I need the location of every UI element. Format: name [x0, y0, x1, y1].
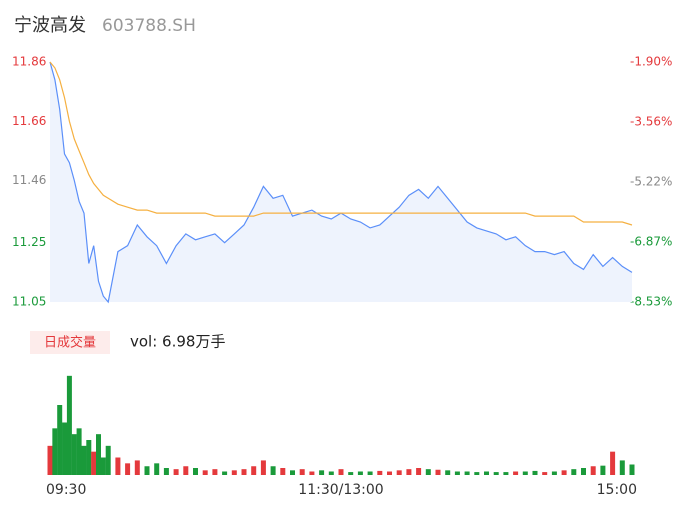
volume-bar — [416, 468, 422, 475]
y2-tick-label: -3.56% — [630, 115, 672, 129]
volume-bar — [493, 472, 499, 475]
volume-bar — [125, 463, 131, 475]
volume-bar — [309, 471, 315, 475]
volume-bar — [173, 469, 179, 475]
x-tick-label: 15:00 — [597, 482, 637, 498]
volume-bar — [47, 445, 53, 475]
x-tick-label: 11:30/13:00 — [298, 482, 383, 498]
volume-bar — [290, 470, 295, 475]
volume-bar — [425, 469, 431, 475]
volume-bar — [183, 466, 189, 475]
volume-bar — [357, 471, 363, 475]
volume-bar — [571, 469, 577, 475]
volume-bar — [503, 472, 509, 475]
volume-bar — [581, 468, 586, 475]
volume-bar — [474, 472, 480, 475]
y2-tick-label: -6.87% — [630, 234, 672, 248]
x-tick-label: 09:30 — [46, 482, 86, 498]
volume-bar — [377, 470, 383, 475]
volume-label-box — [30, 331, 110, 354]
volume-bar — [600, 465, 606, 475]
volume-bar — [144, 466, 150, 475]
volume-bar — [222, 471, 228, 475]
y-tick-label: 11.46 — [12, 173, 46, 187]
volume-bar — [619, 460, 625, 475]
volume-bar — [387, 471, 392, 475]
price-line — [49, 61, 633, 304]
volume-bar — [154, 463, 160, 475]
price-area — [50, 62, 632, 302]
volume-bar — [629, 464, 635, 475]
volume-bar — [212, 469, 218, 475]
volume-label: 日成交量 — [44, 335, 96, 351]
volume-bar — [81, 445, 87, 475]
volume-bar — [367, 471, 373, 475]
volume-bar — [299, 469, 305, 475]
volume-bar — [522, 471, 528, 475]
average-line — [49, 61, 633, 226]
y-tick-label: 11.86 — [12, 55, 46, 69]
volume-bar — [202, 470, 208, 475]
volume-bar — [280, 468, 286, 475]
volume-bar — [251, 466, 257, 475]
volume-bar — [62, 422, 68, 475]
volume-bar — [484, 471, 489, 475]
volume-bar — [454, 471, 460, 475]
volume-bar — [338, 469, 344, 475]
y-tick-label: 11.66 — [12, 114, 46, 128]
volume-bar — [445, 470, 451, 475]
volume-bar — [532, 470, 538, 475]
volume-bar — [260, 460, 266, 475]
volume-bar — [105, 445, 111, 475]
volume-bar — [91, 451, 97, 475]
y-tick-label: 11.05 — [12, 295, 46, 309]
volume-bar — [396, 470, 402, 475]
volume-bar — [115, 457, 121, 475]
volume-bar — [193, 468, 198, 475]
y2-tick-label: -8.53% — [630, 295, 672, 309]
y-tick-label: 11.25 — [12, 235, 46, 249]
volume-bar — [66, 375, 72, 475]
volume-bar — [52, 428, 58, 475]
volume-bar — [231, 470, 237, 475]
volume-bar — [561, 470, 567, 475]
volume-bar — [328, 471, 334, 475]
volume-bar — [464, 471, 470, 475]
volume-bar — [76, 428, 82, 475]
volume-bar — [71, 434, 77, 475]
y2-tick-label: -5.22% — [630, 175, 672, 189]
stock-code: 603788.SH — [102, 16, 196, 36]
volume-bar — [610, 451, 616, 475]
volume-bar — [542, 472, 548, 475]
volume-bar — [86, 440, 92, 475]
volume-bar — [319, 470, 325, 475]
y2-tick-label: -1.90% — [630, 55, 672, 69]
volume-bar — [241, 469, 247, 475]
volume-bar — [590, 466, 596, 475]
volume-summary: vol: 6.98万手 — [130, 333, 225, 351]
volume-bar — [348, 472, 354, 475]
volume-bar — [270, 466, 276, 475]
volume-bar — [551, 471, 557, 475]
volume-bar — [57, 405, 63, 475]
stock-name: 宁波高发 — [14, 15, 86, 36]
volume-bar — [163, 468, 169, 475]
volume-bar — [134, 460, 140, 475]
volume-bar — [435, 469, 441, 475]
volume-bar — [96, 434, 101, 475]
volume-bar — [513, 471, 519, 475]
volume-bar — [406, 469, 412, 475]
volume-bar — [100, 457, 106, 475]
